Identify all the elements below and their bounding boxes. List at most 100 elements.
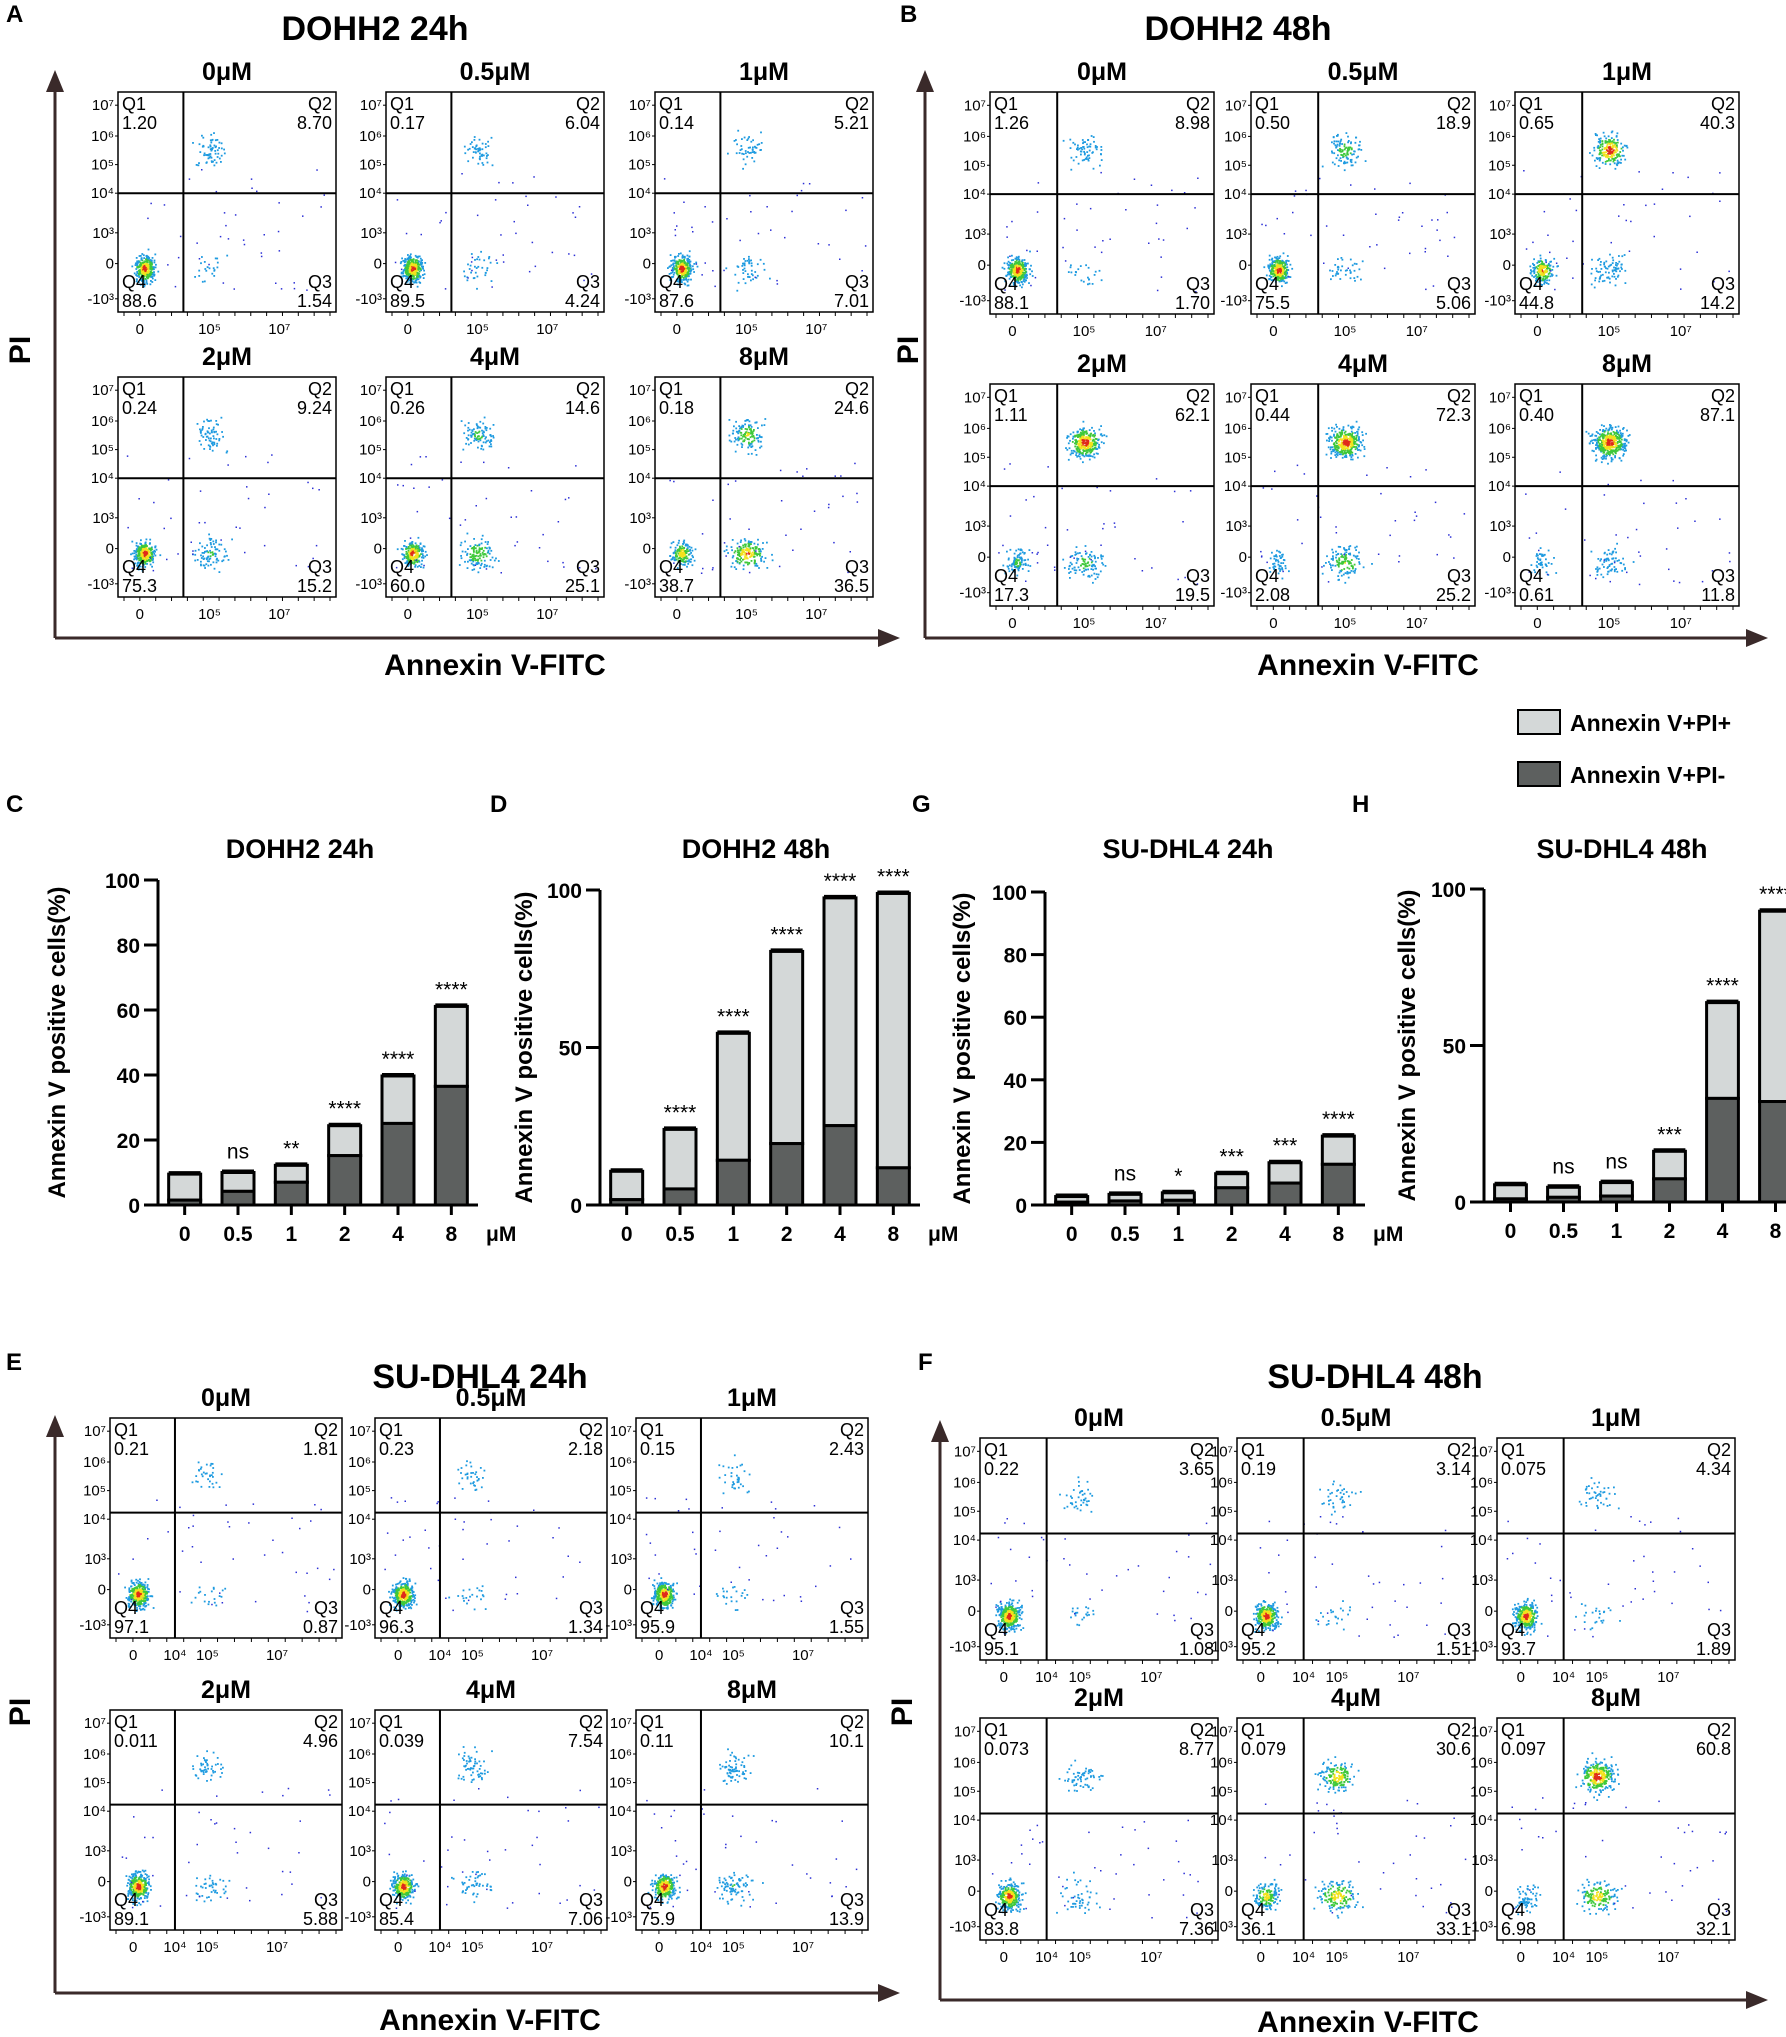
scatter-dot	[461, 550, 464, 553]
scatter-dot	[1397, 219, 1400, 221]
scatter-dot	[1019, 262, 1021, 265]
scatter-dot	[405, 277, 408, 280]
scatter-dot	[153, 549, 156, 552]
scatter-dot	[203, 280, 206, 283]
scatter-dot	[685, 557, 688, 560]
scatter-dot	[1340, 257, 1343, 259]
scatter-dot	[485, 568, 488, 570]
scatter-dot	[482, 164, 485, 166]
scatter-dot	[1160, 256, 1162, 258]
scatter-dot	[194, 553, 197, 556]
scatter-dot	[743, 258, 745, 260]
scatter-dot	[216, 557, 218, 560]
scatter-dot	[746, 432, 749, 435]
scatter-dot	[149, 554, 151, 556]
scatter-dot	[487, 140, 489, 143]
scatter-dot	[414, 542, 417, 545]
scatter-dot	[146, 259, 149, 262]
x-tick-label: 10⁵	[198, 606, 221, 623]
scatter-dot	[736, 549, 739, 552]
scatter-dot	[745, 543, 747, 546]
scatter-dot	[1336, 271, 1338, 273]
scatter-dot	[1605, 267, 1607, 270]
x-tick-label: 10⁷	[805, 606, 827, 623]
scatter-dot	[1076, 148, 1078, 150]
scatter-dot	[1008, 264, 1011, 266]
scatter-dot	[1536, 267, 1539, 270]
scatter-dot	[750, 262, 753, 265]
scatter-dot	[209, 448, 211, 450]
scatter-dot	[463, 270, 465, 273]
scatter-dot	[420, 549, 423, 551]
scatter-dot	[1270, 273, 1272, 275]
scatter-dot	[139, 562, 141, 564]
scatter-dot	[1354, 279, 1356, 282]
scatter-dot	[1276, 217, 1278, 220]
scatter-dot	[480, 447, 483, 450]
scatter-dot	[201, 256, 203, 258]
plot-frame	[654, 376, 874, 598]
scatter-dot	[471, 557, 474, 560]
scatter-dot	[1100, 159, 1103, 161]
scatter-dot	[209, 542, 212, 544]
scatter-dot	[208, 537, 211, 540]
scatter-dot	[1063, 217, 1066, 220]
y-tick-label: 10³	[1225, 226, 1247, 243]
scatter-dot	[482, 434, 485, 436]
scatter-dot	[1023, 259, 1026, 261]
scatter-dot	[1541, 264, 1544, 267]
scatter-dot	[422, 267, 424, 270]
scatter-dot	[1593, 149, 1596, 152]
scatter-dot	[1027, 570, 1030, 572]
scatter-dot	[141, 274, 143, 276]
scatter-dot	[682, 277, 685, 279]
scatter-dot	[138, 271, 141, 274]
scatter-dot	[1275, 278, 1278, 281]
scatter-dot	[1537, 268, 1540, 270]
scatter-dot	[748, 428, 751, 431]
scatter-dot	[1598, 278, 1601, 280]
scatter-dot	[1341, 149, 1344, 152]
scatter-dot	[680, 549, 682, 552]
scatter-dot	[1542, 267, 1545, 269]
scatter-dot	[403, 554, 405, 556]
scatter-dot	[203, 552, 205, 554]
scatter-dot	[742, 550, 745, 553]
scatter-dot	[1100, 153, 1102, 156]
quadrant-q2-label: Q2	[1711, 94, 1735, 114]
scatter-dot	[471, 433, 474, 436]
scatter-dot	[207, 154, 210, 157]
scatter-dot	[739, 559, 742, 561]
scatter-dot	[741, 553, 744, 556]
scatter-dot	[733, 566, 736, 569]
scatter-dot	[144, 277, 147, 280]
scatter-dot	[1088, 149, 1091, 152]
scatter-dot	[140, 539, 142, 542]
scatter-dot	[416, 277, 419, 280]
scatter-dot	[136, 278, 138, 281]
scatter-dot	[755, 454, 758, 456]
scatter-dot	[419, 263, 422, 266]
scatter-dot	[1344, 147, 1347, 149]
scatter-dot	[146, 559, 149, 562]
scatter-dot	[401, 558, 404, 561]
scatter-dot	[177, 553, 179, 555]
scatter-dot	[1539, 257, 1542, 260]
scatter-dot	[302, 215, 304, 217]
scatter-dot	[555, 196, 557, 198]
scatter-dot	[1286, 275, 1289, 278]
scatter-dot	[134, 550, 137, 553]
scatter-dot	[406, 265, 408, 268]
scatter-dot	[749, 146, 751, 149]
scatter-dot	[749, 432, 751, 435]
scatter-dot	[417, 545, 420, 548]
scatter-dot	[192, 142, 194, 144]
scatter-dot	[1601, 161, 1604, 164]
scatter-dot	[476, 275, 479, 278]
scatter-dot	[405, 550, 408, 553]
scatter-dot	[395, 566, 398, 569]
scatter-dot	[142, 278, 145, 280]
scatter-dot	[226, 254, 229, 257]
scatter-dot	[813, 510, 816, 512]
scatter-dot	[487, 551, 490, 554]
